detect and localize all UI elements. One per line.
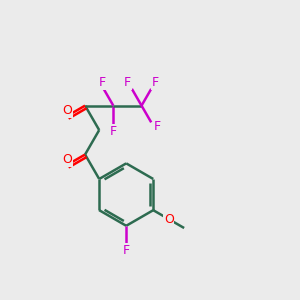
Text: O: O: [164, 213, 174, 226]
Text: O: O: [62, 104, 72, 117]
Text: O: O: [62, 153, 72, 166]
Text: F: F: [154, 120, 161, 133]
Text: F: F: [110, 125, 117, 138]
Text: F: F: [124, 76, 131, 89]
Text: F: F: [152, 76, 159, 89]
Text: F: F: [123, 244, 130, 257]
Text: F: F: [99, 76, 106, 89]
